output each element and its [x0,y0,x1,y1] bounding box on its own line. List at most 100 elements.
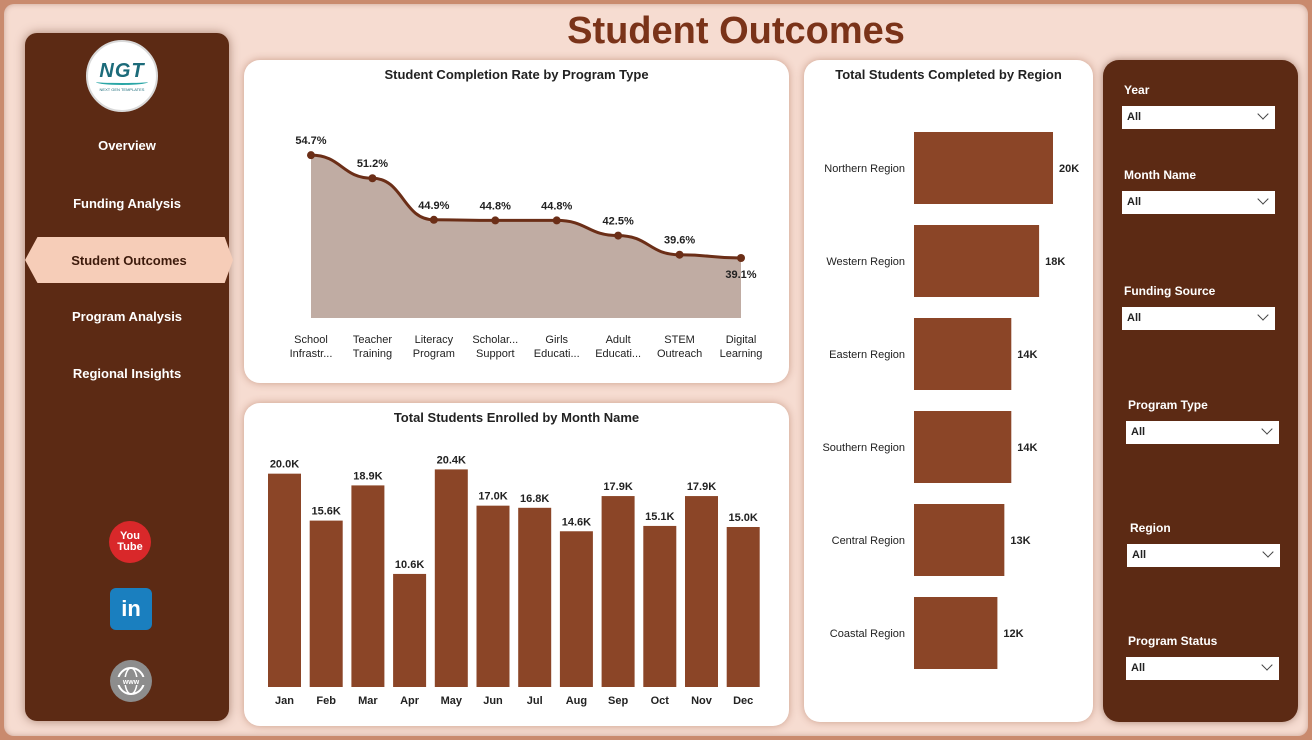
month-bar [559,531,593,687]
logo-text: NGT [99,60,145,82]
month-bar [476,505,510,687]
filter-funding-source-select[interactable]: All [1122,307,1275,330]
month-data-label: 16.8K [520,493,549,505]
region-data-label: 20K [1059,163,1079,175]
month-data-label: 17.9K [687,481,716,493]
nav-item-program-analysis[interactable]: Program Analysis [71,309,183,324]
completion-category-label: Adult [606,334,631,346]
filter-program-status-label: Program Status [1128,634,1218,648]
completion-category-label: Girls [545,334,568,346]
completion-rate-card: Student Completion Rate by Program Type … [244,60,789,383]
filter-program-status-value: All [1131,662,1146,674]
linkedin-icon[interactable]: in [110,588,152,630]
chevron-down-icon [1261,659,1273,671]
completion-data-label: 44.8% [480,200,511,212]
youtube-icon[interactable]: You Tube [109,521,151,563]
globe-icon[interactable]: www [110,660,152,702]
completion-category-label: Digital [726,334,757,346]
nav-item-regional-insights[interactable]: Regional Insights [72,366,182,381]
region-bar [914,225,1040,297]
month-data-label: 20.4K [437,454,466,466]
filter-region-select[interactable]: All [1127,544,1280,567]
logo: NGT NEXT GEN TEMPLATES [86,40,158,112]
logo-swoosh-icon [96,79,148,85]
filter-funding-source-value: All [1127,312,1142,324]
month-data-label: 17.0K [478,491,507,503]
completion-category-label: School [294,334,328,346]
month-bar [268,473,301,687]
nav-item-student-outcomes[interactable]: Student Outcomes [25,237,233,283]
month-data-label: 15.6K [312,506,341,518]
youtube-label-top: You [120,530,140,542]
chevron-down-icon [1257,309,1269,321]
completion-point [491,216,500,225]
linkedin-label: in [121,596,141,621]
completion-data-label: 51.2% [357,158,388,170]
chevron-down-icon [1262,546,1274,558]
filter-program-status-select[interactable]: All [1126,657,1279,680]
region-bar [914,318,1012,390]
completion-category-label: Outreach [657,348,702,360]
completion-point [552,216,561,225]
month-category-label: Mar [358,695,378,707]
completion-rate-title: Student Completion Rate by Program Type [384,67,649,82]
web-label: www [122,679,140,686]
region-category-label: Northern Region [824,163,905,175]
month-bar [351,485,385,687]
month-data-label: 18.9K [353,470,382,482]
completion-area [311,155,741,318]
month-bar [685,496,718,687]
month-bar [643,525,677,687]
region-data-label: 18K [1045,256,1065,268]
month-category-label: Jan [275,695,294,707]
completion-category-label: Program [413,348,455,360]
filter-funding-source-label: Funding Source [1124,284,1216,298]
month-data-label: 15.0K [729,512,758,524]
completion-point [368,174,377,183]
month-data-label: 15.1K [645,511,674,523]
nav-item-overview[interactable]: Overview [98,138,156,153]
filter-panel: Year All Month Name All Funding Source A… [1103,60,1298,722]
completion-data-label: 42.5% [603,216,634,228]
globe-svg: www [117,667,145,695]
enrolled-by-month-card: Total Students Enrolled by Month Name 20… [244,403,789,726]
youtube-label: You Tube [117,531,142,553]
completion-point [429,215,438,224]
month-category-label: Dec [733,695,753,707]
filter-region-label: Region [1130,521,1171,535]
region-data-label: 14K [1017,442,1037,454]
filter-program-type-label: Program Type [1128,398,1208,412]
enrolled-by-month-chart: 20.0K Jan 15.6K Feb 18.9K Mar 10.6K Apr 20.4K May… [268,454,760,707]
month-category-label: Aug [566,695,587,707]
filter-month-select[interactable]: All [1122,191,1275,214]
month-bar [434,469,468,687]
completion-point [307,151,315,160]
filter-year-label: Year [1124,83,1150,97]
month-bar [601,496,635,687]
region-data-label: 13K [1010,535,1030,547]
region-category-label: Central Region [832,535,905,547]
completion-data-label: 39.6% [664,235,695,247]
month-data-label: 17.9K [603,481,632,493]
page-title: Student Outcomes [567,10,905,52]
filter-program-type-select[interactable]: All [1126,421,1279,444]
chevron-down-icon [1257,108,1269,120]
filter-year-value: All [1127,111,1142,123]
month-category-label: Nov [691,695,713,707]
region-category-label: Coastal Region [830,628,905,640]
filter-year-select[interactable]: All [1122,106,1275,129]
sidebar-nav: NGT NEXT GEN TEMPLATES Overview Funding … [25,33,233,721]
month-bar [393,573,427,687]
enrolled-by-month-title: Total Students Enrolled by Month Name [393,410,640,425]
completion-category-label: Infrastr... [290,348,333,360]
region-category-label: Western Region [826,256,905,268]
completion-category-label: Support [476,348,515,360]
nav-item-funding-analysis[interactable]: Funding Analysis [73,196,181,211]
completion-point [737,254,745,263]
completion-category-label: Educati... [534,348,580,360]
completion-data-label: 44.9% [418,200,449,212]
completion-category-label: STEM [664,334,695,346]
chevron-down-icon [1261,423,1273,435]
completion-data-label: 44.8% [541,200,572,212]
completion-data-label: 54.7% [295,135,326,147]
